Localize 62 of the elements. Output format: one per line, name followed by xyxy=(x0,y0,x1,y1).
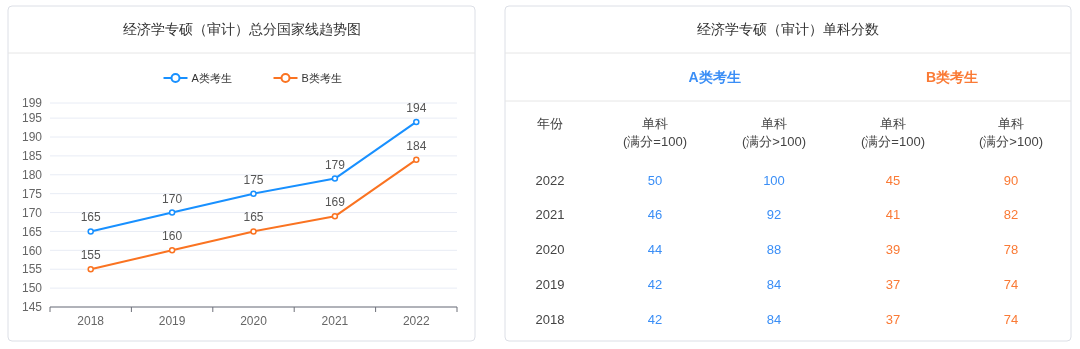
y-tick-label: 2020 xyxy=(535,241,565,257)
data-label: 88 xyxy=(766,241,782,257)
data-label: 42 xyxy=(647,276,663,292)
data-label: 160 xyxy=(162,229,183,244)
x-tick-label: 2021 xyxy=(321,314,349,328)
data-label: 92 xyxy=(766,206,782,222)
data-label: 84 xyxy=(766,311,782,327)
data-label: 84 xyxy=(766,276,782,292)
chart-title: 经济学专硕（审计）单科分数 xyxy=(697,21,879,37)
data-label: 74 xyxy=(1003,276,1019,292)
y-tick-label: 2019 xyxy=(535,276,565,292)
data-label: 74 xyxy=(1003,311,1019,327)
legend-label: A类考生 xyxy=(191,71,232,84)
data-label: 100 xyxy=(763,172,785,188)
y-axis-title: 年份 xyxy=(537,115,563,131)
y-tick-label: 195 xyxy=(21,111,43,126)
data-label: 165 xyxy=(80,210,102,225)
data-label: 170 xyxy=(162,191,183,206)
y-tick-label: 150 xyxy=(21,281,43,296)
x-tick-label: 2020 xyxy=(240,314,268,328)
text: B类考生 xyxy=(925,68,979,85)
data-label: 169 xyxy=(324,195,346,210)
y-tick-label: 185 xyxy=(21,149,43,164)
y-tick-label: 155 xyxy=(21,262,43,277)
data-label: 39 xyxy=(885,241,901,257)
x-tick-label: 单科(满分>100) xyxy=(742,115,806,150)
y-tick-label: 180 xyxy=(21,167,43,182)
x-tick-label: 2019 xyxy=(158,314,186,328)
data-label: 37 xyxy=(885,311,901,327)
data-label: 82 xyxy=(1003,206,1019,222)
chart-title: 经济学专硕（审计）总分国家线趋势图 xyxy=(122,21,361,37)
legend-label: B类考生 xyxy=(301,71,342,84)
data-label: 194 xyxy=(406,100,427,115)
data-label: 37 xyxy=(885,276,901,292)
x-tick-label: 单科(满分=100) xyxy=(623,115,687,150)
y-tick-label: 165 xyxy=(21,224,43,239)
y-tick-label: 199 xyxy=(21,96,43,111)
data-label: 184 xyxy=(406,138,427,153)
x-tick-label: 2018 xyxy=(77,314,105,328)
data-label: 42 xyxy=(647,311,663,327)
y-tick-label: 190 xyxy=(21,130,43,145)
y-tick-label: 2021 xyxy=(535,206,565,222)
data-label: 78 xyxy=(1003,241,1019,257)
data-label: 165 xyxy=(243,210,264,225)
data-label: 44 xyxy=(647,241,663,257)
data-label: 50 xyxy=(647,172,663,188)
data-label: 175 xyxy=(243,172,264,187)
y-tick-label: 2022 xyxy=(535,172,565,188)
data-label: 179 xyxy=(324,157,346,172)
text: A类考生 xyxy=(688,68,741,85)
data-label: 45 xyxy=(885,172,901,188)
data-label: 41 xyxy=(885,206,901,222)
x-tick-label: 2022 xyxy=(402,314,430,328)
y-tick-label: 145 xyxy=(21,300,43,315)
data-label: 155 xyxy=(80,248,102,263)
y-tick-label: 160 xyxy=(21,243,43,258)
y-tick-label: 175 xyxy=(21,186,43,201)
data-label: 90 xyxy=(1003,172,1019,188)
x-tick-label: 单科(满分=100) xyxy=(861,115,925,150)
y-tick-label: 170 xyxy=(21,205,43,220)
data-label: 46 xyxy=(647,206,663,222)
x-tick-label: 单科(满分>100) xyxy=(979,115,1043,150)
